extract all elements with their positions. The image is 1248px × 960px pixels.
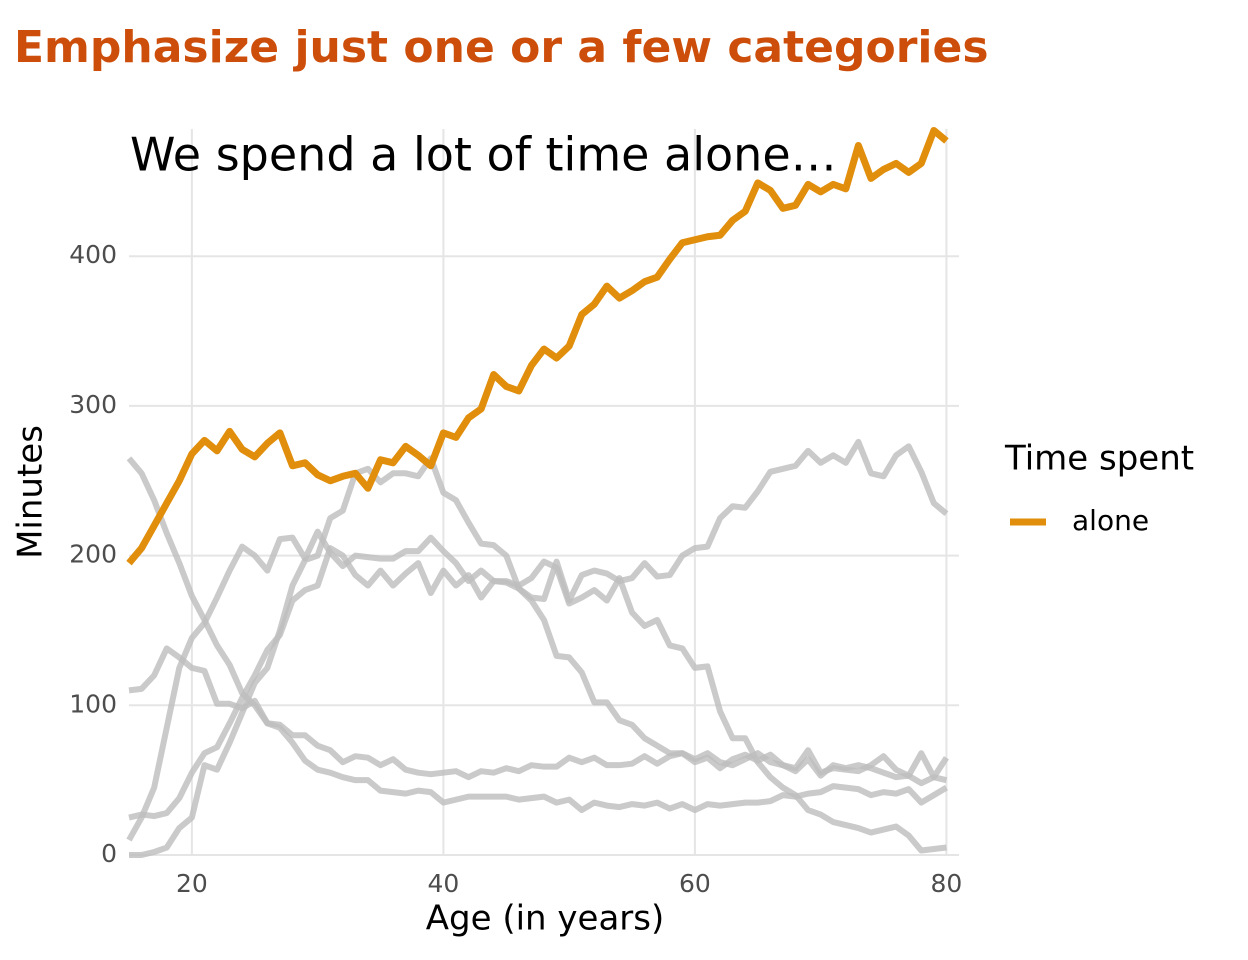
- x-tick-label: 60: [679, 869, 711, 898]
- context-line: [129, 455, 948, 858]
- lines: [126, 126, 949, 858]
- legend-title: Time spent: [1004, 439, 1194, 479]
- x-axis-label: Age (in years): [426, 899, 664, 939]
- x-tick-label: 20: [176, 869, 208, 898]
- context-line: [126, 456, 948, 814]
- y-tick-label: 300: [69, 390, 117, 419]
- highlight-line: [126, 126, 949, 566]
- grid: [129, 129, 959, 856]
- y-tick-label: 100: [69, 689, 117, 718]
- y-axis-label: Minutes: [11, 425, 51, 559]
- y-tick-label: 200: [69, 540, 117, 569]
- context-line: [128, 438, 949, 821]
- legend: alone: [1010, 504, 1149, 537]
- x-tick-label: 40: [427, 869, 459, 898]
- context-line: [128, 645, 949, 781]
- chart-title: Emphasize just one or a few categories: [14, 22, 989, 73]
- context-line: [126, 528, 947, 854]
- y-tick-label: 0: [101, 839, 117, 868]
- annotation: We spend a lot of time alone…: [130, 128, 837, 182]
- x-tick-label: 80: [931, 869, 963, 898]
- legend-label: alone: [1072, 504, 1149, 537]
- y-tick-label: 400: [69, 240, 117, 269]
